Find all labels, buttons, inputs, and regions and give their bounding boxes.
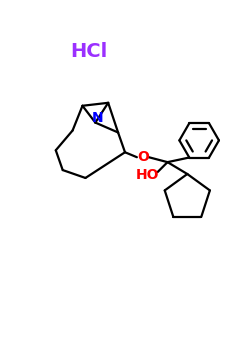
- Text: HCl: HCl: [70, 42, 107, 61]
- Text: O: O: [137, 150, 149, 164]
- Text: HO: HO: [136, 168, 160, 182]
- Text: N: N: [92, 111, 103, 125]
